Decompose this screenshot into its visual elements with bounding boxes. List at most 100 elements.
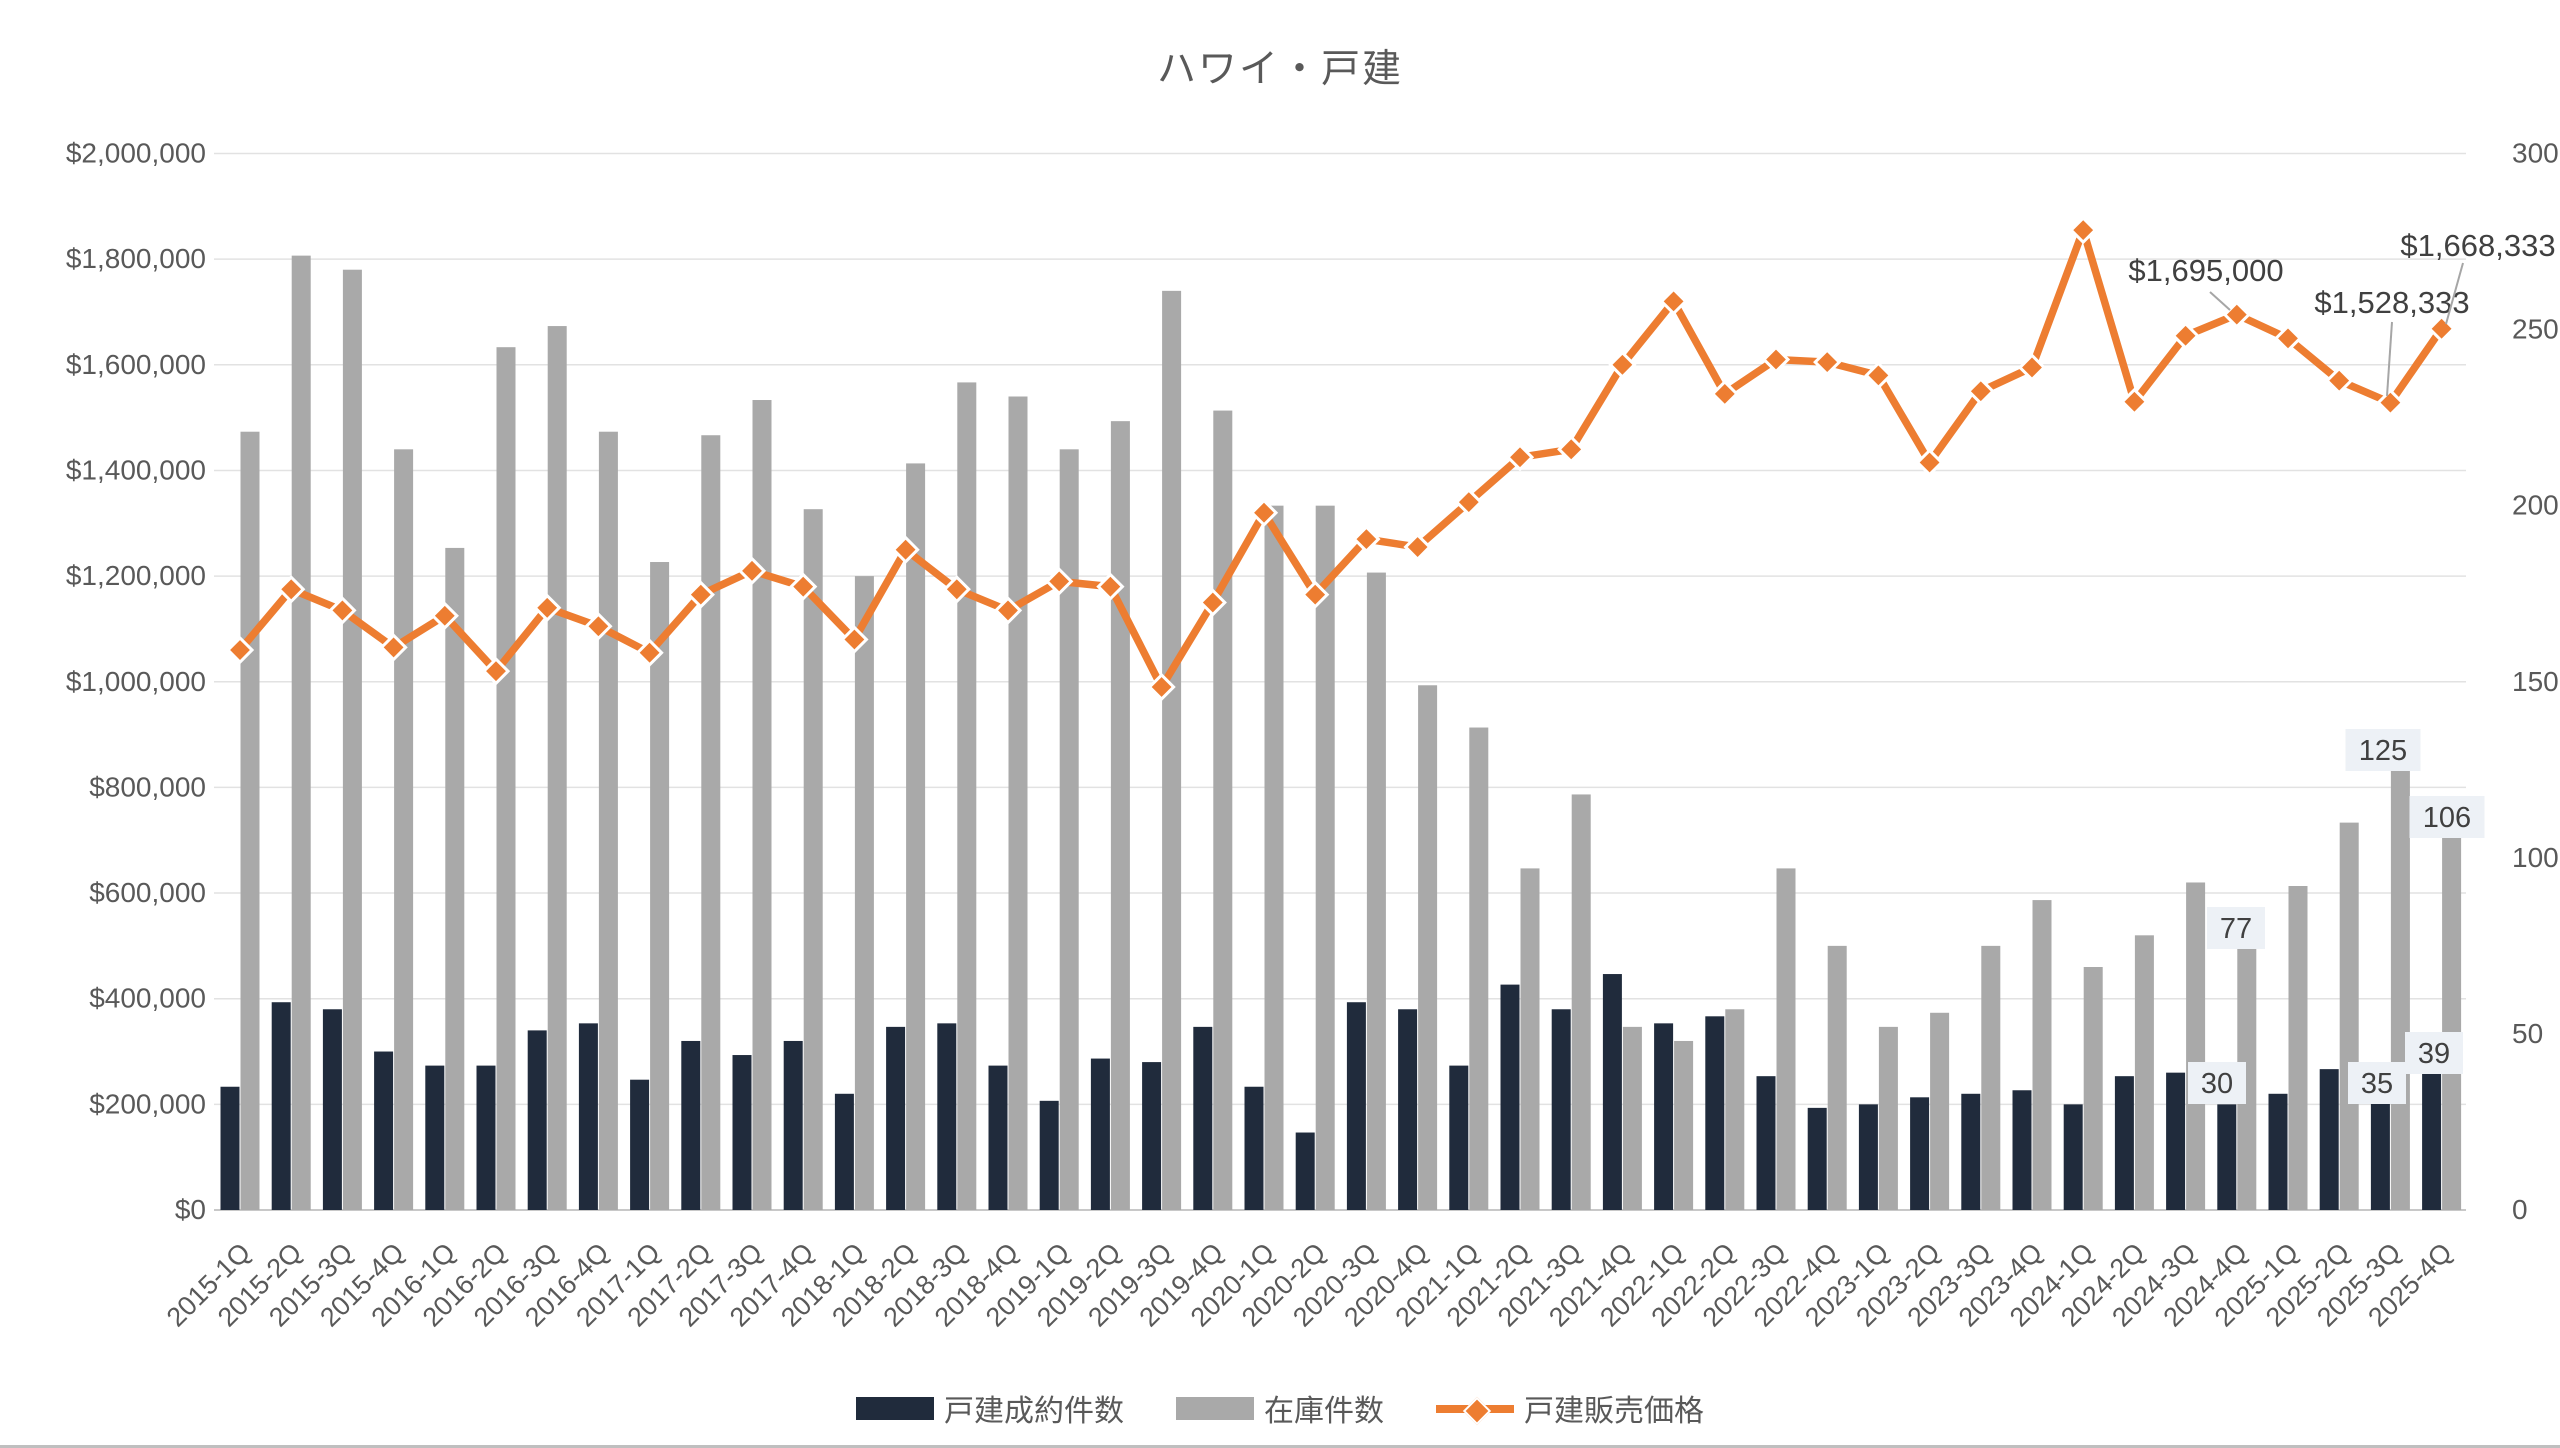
left-axis-tick: $1,600,000 <box>66 349 206 380</box>
legend-label-inventory: 在庫件数 <box>1264 1395 1384 1428</box>
inventory-bar <box>240 431 260 1210</box>
inventory-bar <box>598 431 618 1210</box>
right-axis-tick: 50 <box>2512 1018 2543 1049</box>
contracts-bar <box>834 1093 854 1210</box>
price-point-marker-icon <box>1557 435 1586 464</box>
contracts-bar <box>2063 1104 2083 1210</box>
contracts-bar <box>1705 1016 1725 1210</box>
right-axis-tick: 0 <box>2512 1194 2528 1225</box>
contracts-bar <box>1193 1026 1213 1210</box>
count-data-label: 39 <box>2418 1038 2450 1070</box>
contracts-bar <box>374 1051 394 1210</box>
inventory-bar <box>803 509 823 1210</box>
contracts-bar <box>271 1002 291 1210</box>
inventory-bar <box>1981 945 2001 1210</box>
price-point-marker-icon <box>1249 498 1279 527</box>
legend-item-contracts: 戸建成約件数 <box>856 1386 1124 1430</box>
annotation-leader-line <box>2386 321 2393 397</box>
price-point-marker-icon <box>533 593 562 622</box>
inventory-bar <box>1008 396 1028 1210</box>
inventory-bar <box>2186 882 2206 1210</box>
inventory-bar <box>1571 794 1591 1210</box>
inventory-bar <box>2032 900 2052 1210</box>
count-data-label-box <box>2405 1032 2463 1074</box>
contracts-bar-swatch-icon <box>856 1396 934 1420</box>
price-point-marker-icon <box>1710 379 1739 408</box>
contracts-bar <box>1551 1009 1571 1210</box>
inventory-bar <box>1469 727 1489 1210</box>
inventory-bar <box>2083 967 2103 1210</box>
contracts-bar <box>2217 1104 2237 1210</box>
contracts-bar <box>1756 1076 1776 1210</box>
left-axis-tick: $1,200,000 <box>66 560 206 591</box>
contracts-bar <box>1602 974 1622 1210</box>
data-label-annotations: $1,695,000 $1,528,333 $1,668,333 30 77 35 125 3… <box>2128 228 2556 1104</box>
legend-label-price: 戸建販売価格 <box>1524 1395 1704 1428</box>
inventory-bar <box>2339 822 2359 1210</box>
inventory-bar <box>2237 938 2257 1210</box>
inventory-bar <box>1725 1009 1745 1210</box>
price-point-marker-icon <box>635 638 664 667</box>
contracts-bar <box>988 1065 1008 1210</box>
annotation-leader-line <box>2445 262 2464 325</box>
price-point-marker-icon <box>2120 387 2149 416</box>
price-point-marker-icon <box>1966 377 1995 406</box>
inventory-bar <box>394 449 414 1210</box>
inventory-bar <box>1520 868 1540 1210</box>
count-data-label: 125 <box>2359 735 2407 767</box>
right-axis-tick: 200 <box>2512 490 2559 521</box>
price-point-marker-icon <box>379 633 408 662</box>
count-data-label-box <box>2345 729 2421 771</box>
count-data-label: 30 <box>2201 1068 2233 1100</box>
left-axis-tick: $800,000 <box>89 771 206 802</box>
price-point-marker-icon <box>1608 350 1637 379</box>
contracts-bar <box>732 1055 752 1210</box>
price-point-marker-icon <box>2427 314 2456 343</box>
contracts-bar <box>1398 1009 1418 1210</box>
legend-item-price: 戸建販売価格 <box>1436 1386 1704 1430</box>
price-point-marker-icon <box>481 657 511 686</box>
contracts-bar <box>2114 1076 2134 1210</box>
count-data-label-box <box>2207 907 2265 949</box>
price-point-marker-icon <box>789 572 818 601</box>
contracts-bar <box>2319 1069 2339 1210</box>
contracts-bar <box>220 1086 240 1210</box>
count-data-label: 106 <box>2423 802 2471 834</box>
inventory-bar <box>1622 1026 1642 1210</box>
price-point-marker-icon <box>2325 366 2354 395</box>
contracts-bar <box>1807 1107 1827 1210</box>
left-axis-tick: $1,800,000 <box>66 243 206 274</box>
price-point-marker-icon <box>1864 361 1893 390</box>
contracts-bar <box>2012 1090 2032 1210</box>
inventory-bar <box>1264 505 1284 1211</box>
contracts-bar <box>1449 1065 1469 1210</box>
inventory-bar <box>1827 945 1847 1210</box>
inventory-bar <box>854 576 874 1210</box>
contracts-bar <box>1961 1093 1981 1210</box>
price-point-marker-icon <box>2273 324 2303 353</box>
contracts-bar <box>2370 1086 2390 1210</box>
chart-title: ハワイ・戸建 <box>1156 48 1403 91</box>
price-point-marker-icon <box>1198 588 1227 617</box>
contracts-bar <box>1654 1023 1674 1210</box>
price-data-label: $1,668,333 <box>2400 228 2555 263</box>
window-edge <box>0 1445 2560 1448</box>
price-point-marker-icon <box>1352 524 1381 554</box>
contracts-bar <box>681 1040 701 1210</box>
price-point-marker-icon <box>840 625 869 654</box>
bar-series <box>220 255 2462 1211</box>
inventory-bar <box>342 269 362 1211</box>
price-data-label: $1,528,333 <box>2314 285 2469 320</box>
inventory-bar <box>1878 1026 1898 1210</box>
price-point-marker-icon <box>2017 353 2047 382</box>
right-axis-tick: 300 <box>2512 138 2559 169</box>
contracts-bar <box>783 1040 803 1210</box>
inventory-bar <box>1674 1040 1694 1210</box>
contracts-bar <box>1090 1058 1110 1210</box>
price-point-marker-icon <box>1096 572 1125 601</box>
contracts-bar <box>425 1065 445 1210</box>
left-axis-tick: $600,000 <box>89 877 206 908</box>
price-point-marker-icon <box>1147 672 1176 702</box>
left-axis-tick: $400,000 <box>89 983 206 1014</box>
